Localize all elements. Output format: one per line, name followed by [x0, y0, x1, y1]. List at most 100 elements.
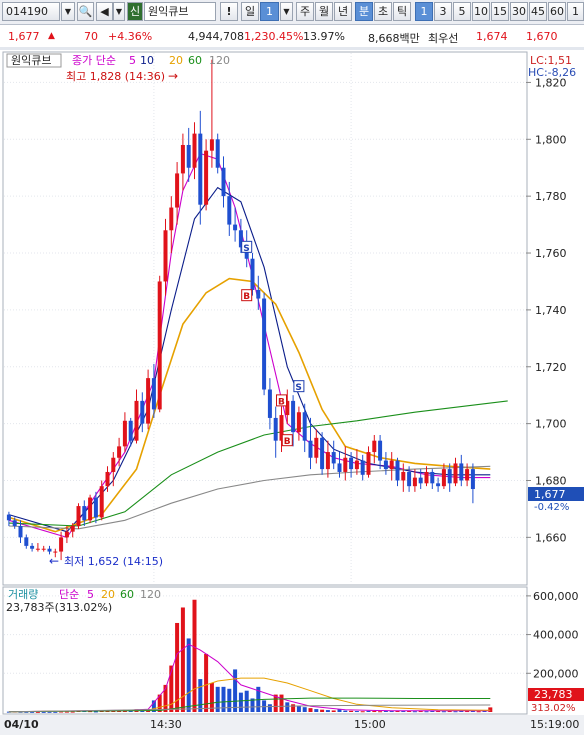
interval-15[interactable]: 15 [491, 2, 509, 21]
candle-body [53, 551, 58, 553]
candle-body [424, 471, 429, 484]
candle-body [401, 471, 406, 481]
candle-body [302, 412, 307, 441]
volume-bar [186, 638, 191, 712]
current-price-tag-value: 1,677 [534, 488, 566, 501]
volume-bar [24, 711, 29, 713]
interval-3[interactable]: 3 [434, 2, 452, 21]
ma20-label: 20 [169, 54, 183, 67]
vol-ma120-label: 120 [140, 588, 161, 601]
candle-body [146, 378, 151, 424]
period-number-input[interactable]: 1 [260, 2, 279, 21]
ma5-label: 5 [129, 54, 136, 67]
interval-45[interactable]: 45 [529, 2, 547, 21]
stock-code-input[interactable]: 014190 [2, 2, 60, 21]
candle-body [134, 400, 139, 441]
candle-body [99, 486, 104, 518]
price-tick-label: 1,780 [535, 190, 567, 203]
interval-1[interactable]: 1 [415, 2, 433, 21]
volume-bar [250, 698, 255, 712]
candle-body [76, 506, 81, 526]
vol-ma60-label: 60 [120, 588, 134, 601]
volume-tag-value: 23,783 [534, 688, 573, 701]
candle-body [169, 207, 174, 231]
candle-body [378, 440, 383, 461]
candle-body [238, 230, 243, 248]
volume-bar [273, 694, 278, 712]
candle-body [320, 437, 325, 470]
tab-second[interactable]: 초 [374, 2, 392, 21]
alert-button[interactable]: ! [220, 2, 238, 21]
interval-5[interactable]: 5 [453, 2, 471, 21]
candle-body [383, 460, 388, 470]
price-tick-label: 1,820 [535, 76, 567, 89]
price-volume-chart[interactable]: 1,820 1,800 1,780 1,760 1,740 1,720 1,700 1,680… [0, 50, 584, 735]
volume-bar [285, 702, 290, 712]
candle-body [175, 173, 180, 208]
dropdown-arrow-icon[interactable]: ▼ [61, 2, 75, 21]
period-dropdown-icon[interactable]: ▼ [280, 2, 293, 21]
volume-bar [221, 686, 226, 712]
candle-body [447, 469, 452, 484]
interval-10[interactable]: 10 [472, 2, 490, 21]
volume-bar [349, 710, 354, 712]
candle-body [343, 457, 348, 472]
best-quote-label: 최우선 [428, 32, 459, 45]
candle-body [111, 457, 116, 472]
candle-body [215, 139, 220, 168]
candle-body [18, 525, 23, 538]
candle-body [128, 420, 133, 441]
volume-bar [140, 710, 145, 712]
volume-ma120-line [8, 704, 491, 713]
tab-year[interactable]: 년 [334, 2, 352, 21]
volume-bar [407, 710, 412, 712]
candle-body [453, 463, 458, 484]
tab-month[interactable]: 월 [315, 2, 333, 21]
volume-bar [389, 711, 394, 713]
volume-bar [279, 694, 284, 712]
speaker-dropdown-icon[interactable]: ▼ [113, 2, 125, 21]
search-icon[interactable]: 🔍 [77, 2, 94, 21]
candle-body [267, 389, 272, 418]
candle-body [459, 463, 464, 481]
volume-bar [291, 704, 296, 712]
price-change-pct: +4.36% [108, 30, 153, 43]
stock-name-field[interactable]: 원익큐브 [144, 2, 216, 21]
candle-body [47, 548, 52, 552]
volume-bar [465, 711, 470, 713]
current-price-tag [528, 487, 584, 501]
volume-bar [320, 709, 325, 712]
tab-tick[interactable]: 틱 [393, 2, 411, 21]
x-tick-1430: 14:30 [150, 718, 182, 731]
volume-bar [302, 707, 307, 712]
x-axis [0, 715, 584, 735]
candle-body [349, 457, 354, 470]
low-marker-label: 최저 1,652 (14:15) [64, 555, 163, 568]
ma-title: 종가 단순 [72, 54, 116, 67]
candle-body [35, 548, 40, 550]
stock-label-box [6, 53, 62, 68]
volume-bar [163, 684, 168, 712]
volume-bar [175, 622, 180, 712]
tab-week[interactable]: 주 [296, 2, 314, 21]
speaker-icon[interactable]: ◀ [96, 2, 113, 21]
volume-ratio: 1,230.45% [244, 30, 304, 43]
candle-body [151, 378, 156, 410]
ma10-label: 10 [140, 54, 154, 67]
stock-label: 원익큐브 [11, 54, 51, 67]
candle-body [354, 460, 359, 470]
tab-minute[interactable]: 분 [355, 2, 373, 21]
volume-bar [209, 682, 214, 712]
sell-signal-label: S [243, 244, 249, 254]
candle-body [407, 471, 412, 487]
candle-body [221, 167, 226, 197]
interval-30[interactable]: 30 [510, 2, 528, 21]
interval-60[interactable]: 60 [548, 2, 566, 21]
period-button[interactable]: 일 [241, 2, 259, 21]
price-info-bar: 1,677 ▲ 70 +4.36% 4,944,708 1,230.45% 13… [0, 25, 584, 48]
volume-bar [331, 710, 336, 712]
interval-extra[interactable]: 1 [567, 2, 584, 21]
candle-body [291, 400, 296, 433]
volume-bar [244, 690, 249, 712]
